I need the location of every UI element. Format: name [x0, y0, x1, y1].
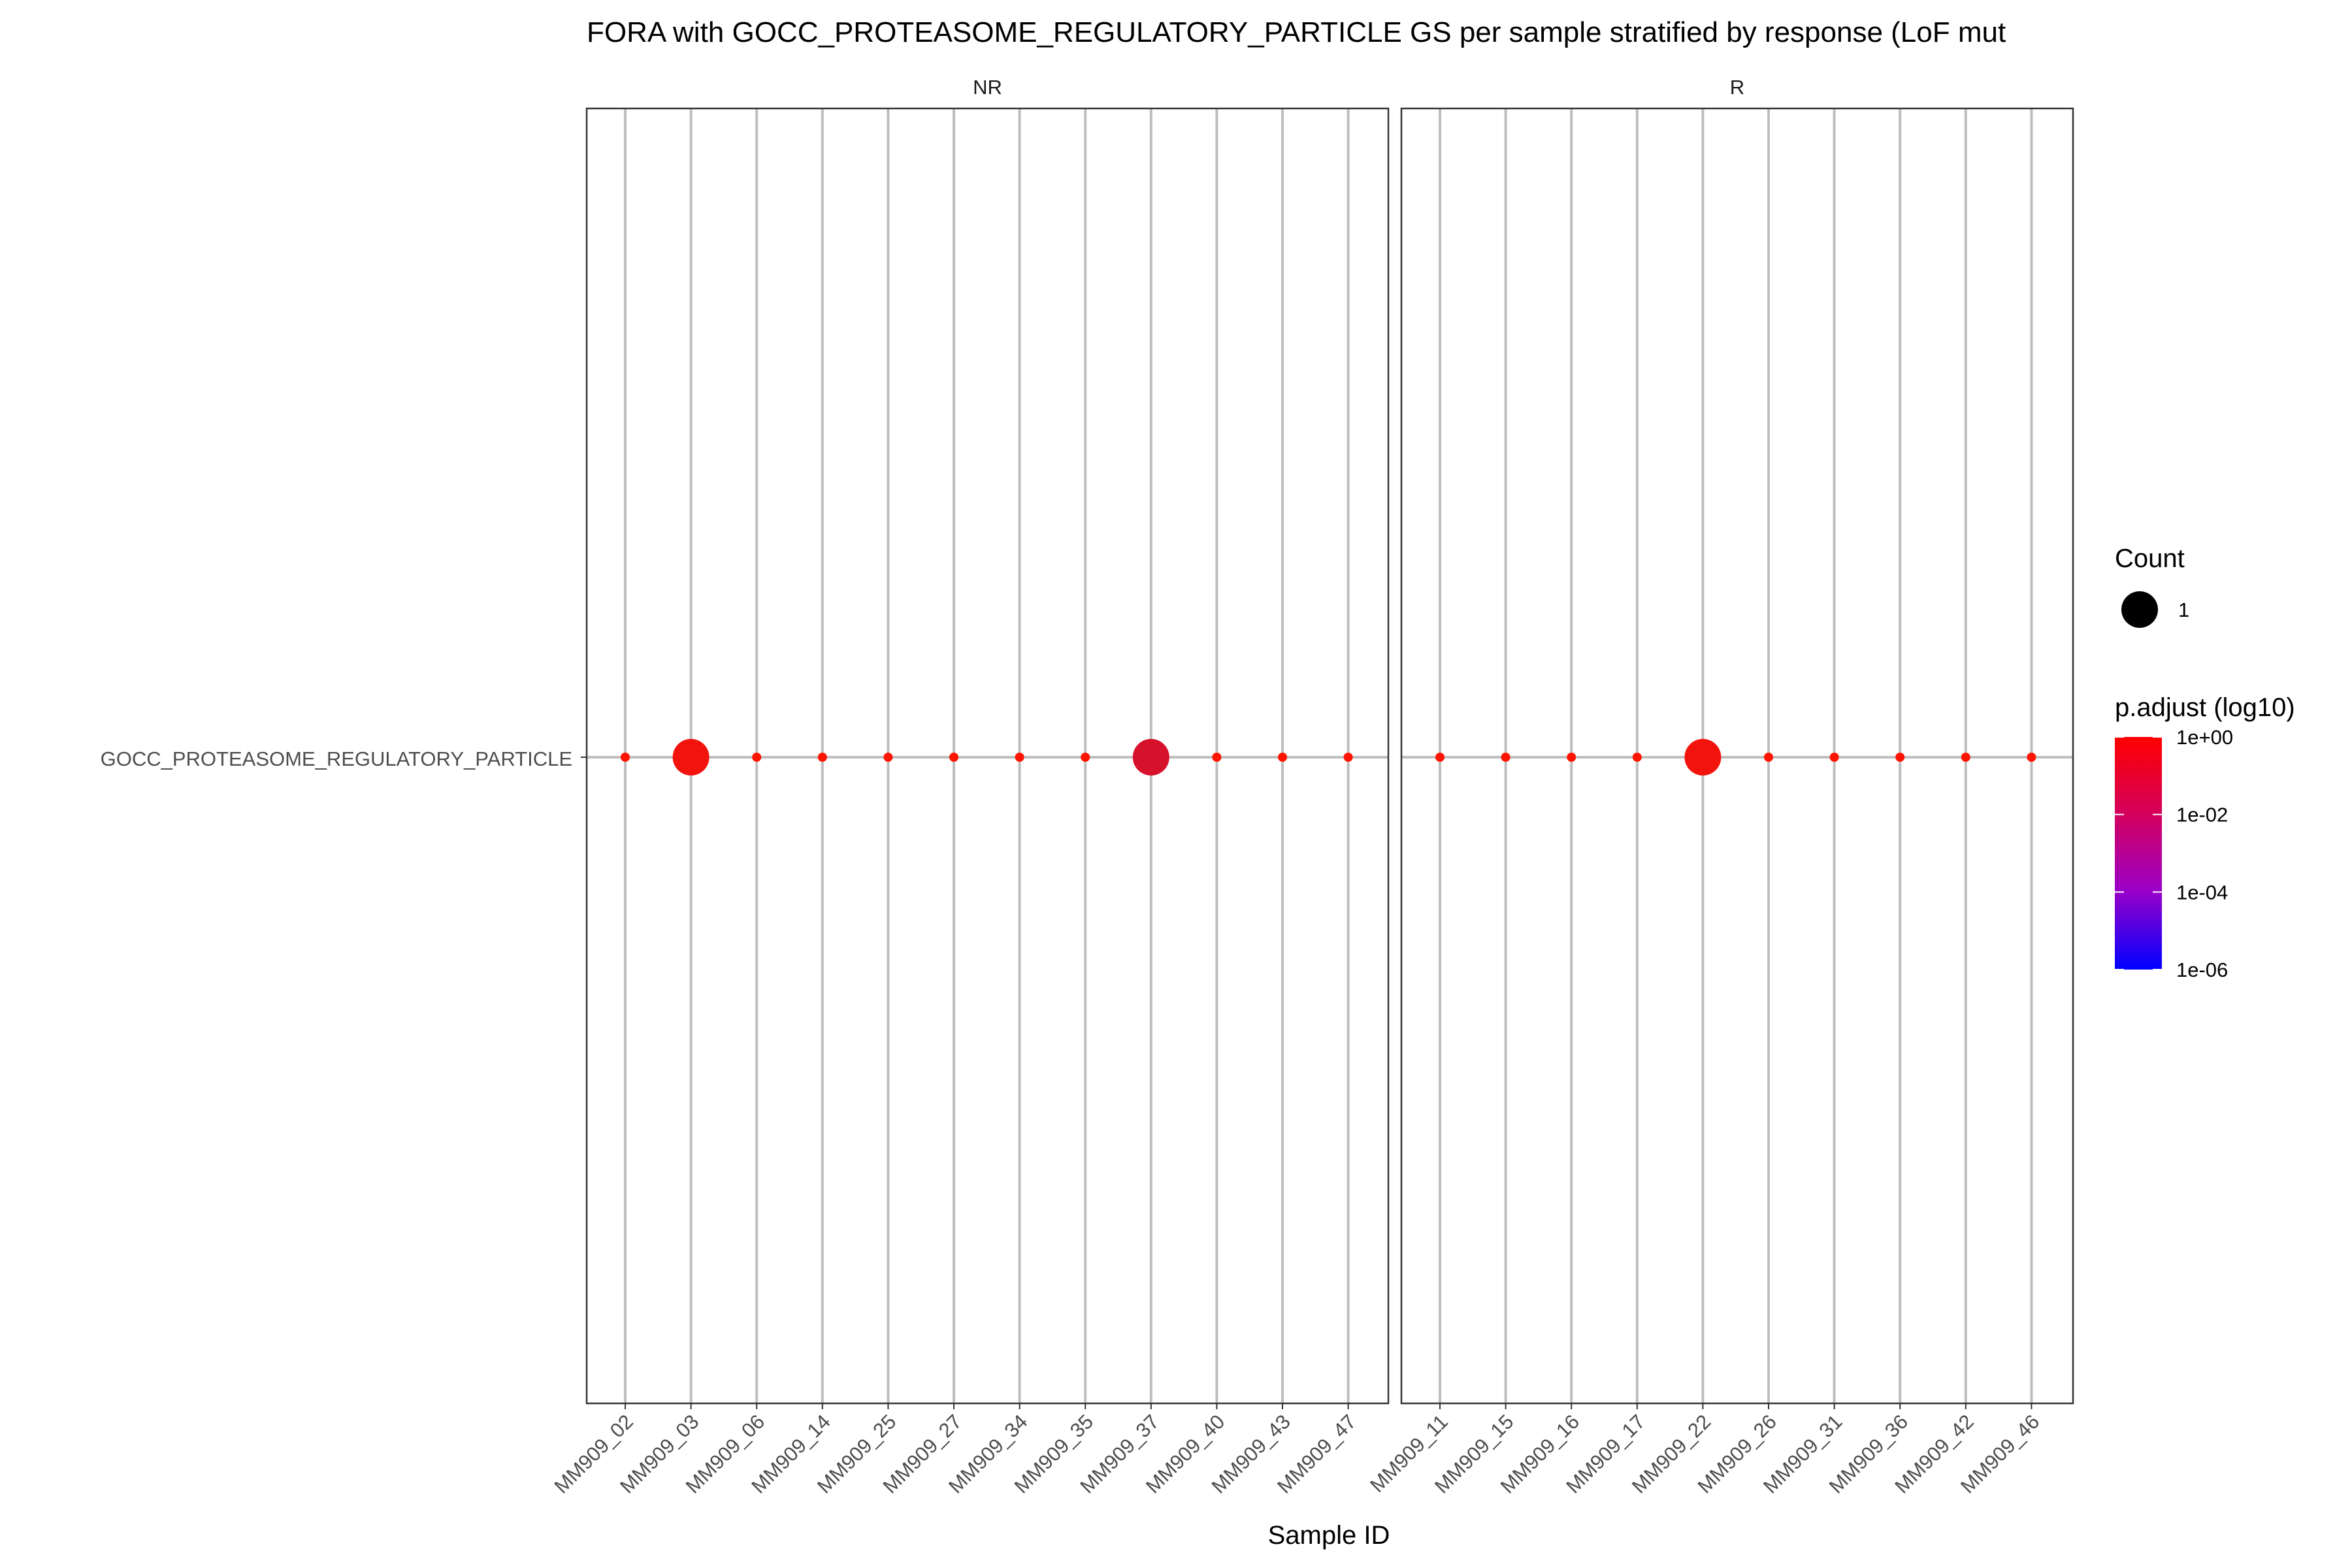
legend-color-title: p.adjust (log10) [2115, 693, 2295, 722]
data-point-mm909-11 [1435, 753, 1445, 762]
data-point-mm909-26 [1764, 753, 1773, 762]
facet-strip-label: R [1730, 76, 1744, 99]
panel-border [1400, 107, 2074, 1405]
x-axis-title: Sample ID [1268, 1521, 1390, 1550]
data-point-mm909-36 [1895, 753, 1905, 762]
facet-panel-nr: NRMM909_02MM909_03MM909_06MM909_14MM909_… [550, 76, 1390, 1498]
facet-panel-r: RMM909_11MM909_15MM909_16MM909_17MM909_2… [1365, 76, 2074, 1498]
colorbar-tick-label: 1e-02 [2176, 804, 2228, 826]
data-point-mm909-42 [1961, 753, 1970, 762]
legend-count-key [2121, 591, 2158, 628]
data-point-mm909-03 [672, 739, 710, 776]
data-point-mm909-02 [621, 753, 630, 762]
data-point-mm909-14 [817, 753, 827, 762]
data-point-mm909-37 [1132, 739, 1169, 776]
legend-count-title: Count [2115, 544, 2185, 573]
legend-colorbar [2115, 737, 2162, 970]
colorbar-tick-label: 1e-06 [2176, 958, 2228, 981]
legend-colorbar-ticks: 1e+00 1e-02 1e-04 1e-06 [2115, 726, 2233, 981]
data-point-mm909-27 [949, 753, 958, 762]
data-point-mm909-25 [883, 753, 893, 762]
data-point-mm909-46 [2027, 753, 2036, 762]
legend-count-label: 1 [2178, 598, 2189, 621]
data-point-mm909-16 [1567, 753, 1576, 762]
chart-title: FORA with GOCC_PROTEASOME_REGULATORY_PAR… [587, 16, 2006, 48]
facet-strip-label: NR [973, 76, 1002, 99]
data-point-mm909-06 [752, 753, 762, 762]
data-point-mm909-17 [1632, 753, 1642, 762]
facet-panels: NRMM909_02MM909_03MM909_06MM909_14MM909_… [550, 76, 2074, 1498]
data-point-mm909-40 [1212, 753, 1222, 762]
y-tick-label: GOCC_PROTEASOME_REGULATORY_PARTICLE [101, 747, 572, 770]
data-point-mm909-43 [1278, 753, 1287, 762]
colorbar-tick-label: 1e+00 [2176, 726, 2233, 749]
data-point-mm909-22 [1684, 739, 1722, 776]
panel-border [585, 107, 1390, 1405]
data-point-mm909-47 [1343, 753, 1353, 762]
data-point-mm909-34 [1015, 753, 1024, 762]
data-point-mm909-35 [1081, 753, 1090, 762]
colorbar-tick-label: 1e-04 [2176, 881, 2228, 904]
data-point-mm909-15 [1501, 753, 1511, 762]
data-point-mm909-31 [1829, 753, 1839, 762]
legend: Count 1 p.adjust (log10) 1e+00 1e-02 1e-04… [2115, 544, 2295, 981]
